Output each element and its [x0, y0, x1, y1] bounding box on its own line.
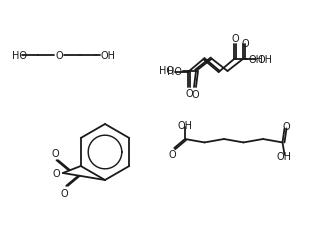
- Text: O: O: [52, 168, 60, 178]
- Text: OH: OH: [100, 51, 115, 61]
- Text: HO: HO: [12, 51, 27, 61]
- Text: OH: OH: [277, 152, 292, 162]
- Text: O: O: [61, 188, 69, 198]
- Text: O: O: [51, 148, 59, 158]
- Text: HO: HO: [167, 67, 182, 77]
- Text: OH: OH: [249, 55, 264, 65]
- Text: OH: OH: [257, 54, 272, 64]
- Text: O: O: [168, 149, 176, 159]
- Text: HO: HO: [159, 66, 174, 76]
- Text: O: O: [241, 39, 249, 49]
- Text: O: O: [55, 51, 63, 61]
- Text: O: O: [191, 90, 199, 100]
- Text: OH: OH: [177, 121, 193, 131]
- Text: O: O: [231, 34, 239, 44]
- Text: O: O: [185, 89, 193, 99]
- Text: O: O: [283, 122, 290, 132]
